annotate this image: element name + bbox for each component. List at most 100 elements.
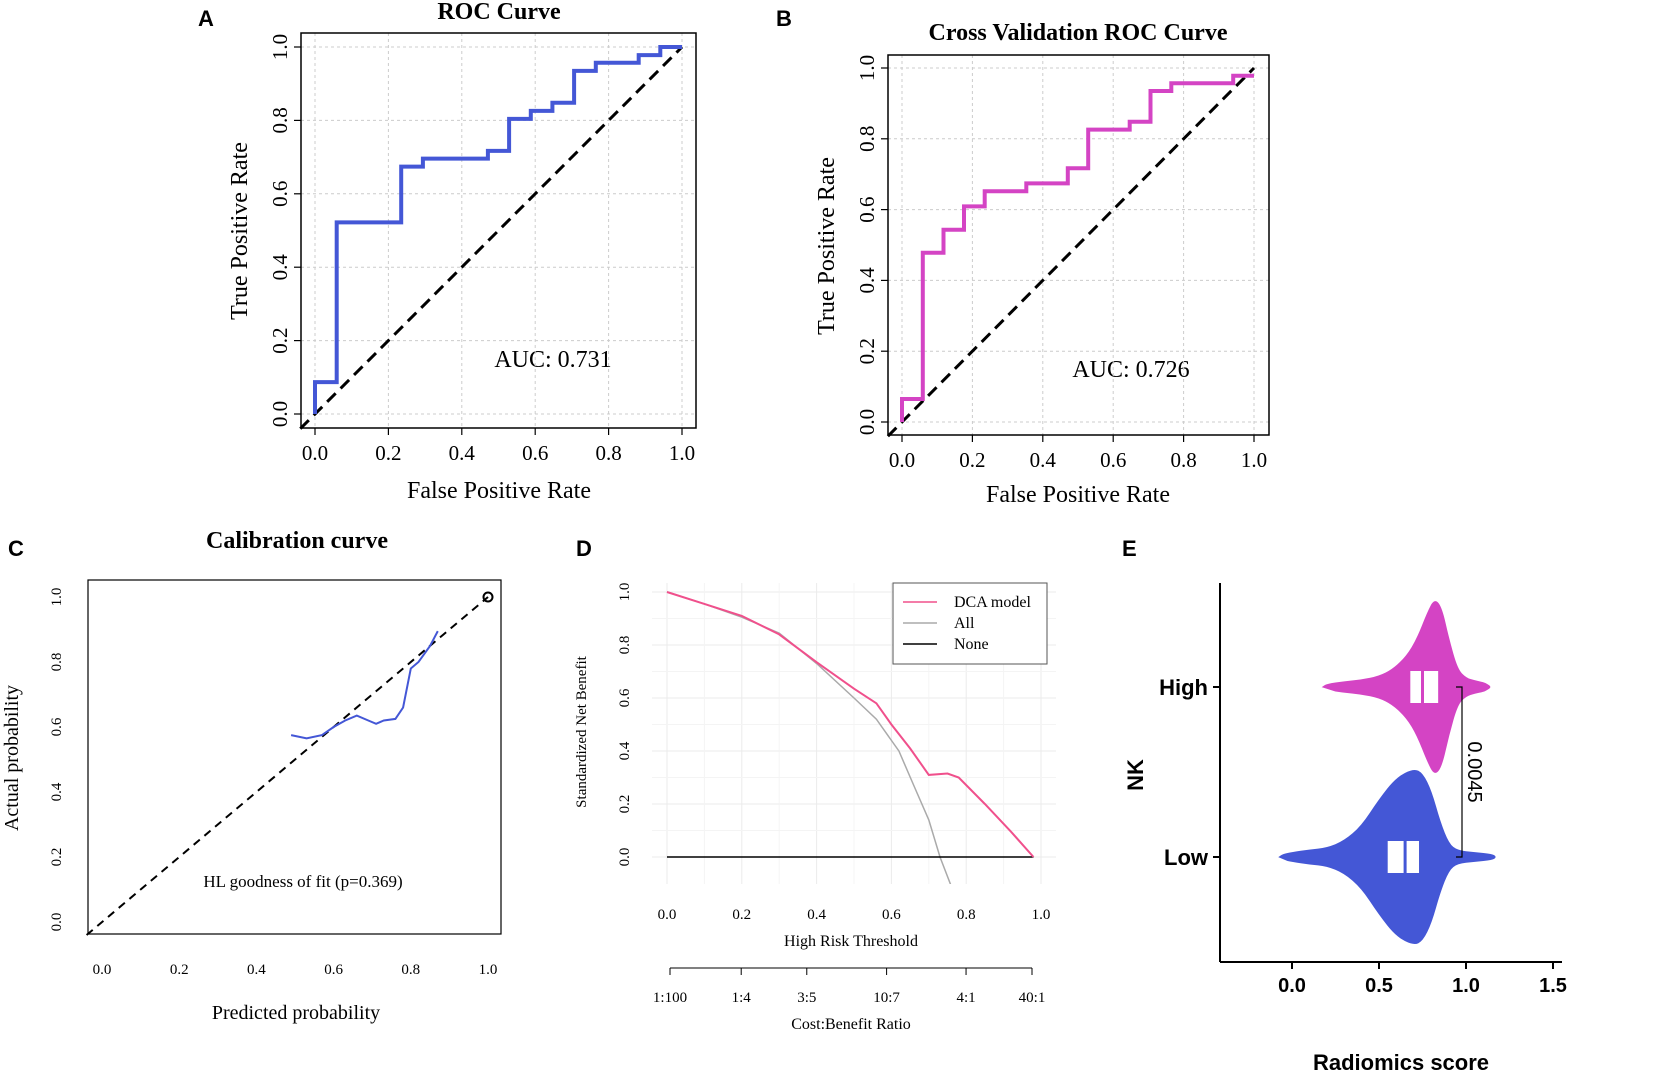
panel-a-diagonal-line — [299, 45, 684, 430]
panel-a-ytick-label: 0.2 — [268, 327, 292, 353]
panel-e-significance-bracket — [1456, 686, 1463, 858]
panel-c: C Calibration curve Predicted probabilit… — [1, 528, 502, 1024]
panel-b-ylabel: True Positive Rate — [814, 157, 840, 335]
panel-c-ytick-label: 0.6 — [49, 717, 65, 736]
panel-d-x2tick-label: 4:1 — [956, 990, 975, 1006]
panel-d-x2tick-label: 1:100 — [653, 990, 687, 1006]
panel-a: A ROC Curve False Positive Rate True Pos… — [198, 0, 697, 504]
panel-d-x2tick-label: 1:4 — [732, 990, 752, 1006]
panel-a-ytick-label: 1.0 — [268, 34, 292, 60]
panel-b-ytick-label: 0.6 — [855, 196, 879, 222]
panel-c-ytick-label: 0.8 — [49, 653, 65, 672]
panel-d-ytick-label: 0.0 — [617, 848, 633, 867]
panel-c-ytick-label: 0.4 — [49, 782, 65, 801]
panel-e-xtick-label: 1.5 — [1539, 975, 1567, 997]
panel-d-legend-item: DCA model — [954, 594, 1031, 611]
panel-d-x2label: Cost:Benefit Ratio — [791, 1016, 911, 1033]
panel-d-xtick-label: 0.6 — [882, 907, 901, 923]
panel-e-xlabel: Radiomics score — [1313, 1050, 1489, 1075]
panel-c-xtick-label: 0.0 — [93, 962, 112, 978]
panel-c-endpoint-marker — [482, 591, 494, 603]
panel-c-ideal-line — [85, 596, 489, 936]
panel-e-iqr-box — [1387, 841, 1420, 873]
panel-d-dca-model-curve — [666, 591, 1035, 858]
panel-b-label: B — [776, 6, 792, 31]
panel-a-frame — [300, 32, 697, 429]
panel-b-xtick-label: 0.4 — [1030, 448, 1057, 472]
panel-b-ytick-label: 0.2 — [855, 338, 879, 364]
panel-b-xlabel: False Positive Rate — [986, 482, 1170, 508]
panel-d-x2tick-label: 10:7 — [873, 990, 900, 1006]
panel-d-ytick-label: 0.6 — [617, 688, 633, 707]
panel-b-ytick-label: 1.0 — [855, 55, 879, 81]
panel-c-xtick-label: 0.4 — [247, 962, 266, 978]
panel-a-xtick-label: 0.8 — [595, 441, 621, 465]
panel-e-ylabel: NK — [1123, 759, 1148, 791]
panel-d-xtick-label: 0.2 — [732, 907, 751, 923]
panel-b-diagonal-line — [886, 66, 1256, 438]
panel-d-xlabel: High Risk Threshold — [784, 933, 918, 950]
panel-b-xtick-label: 0.6 — [1100, 448, 1126, 472]
panel-d-xtick-label: 0.0 — [658, 907, 677, 923]
panel-a-ylabel: True Positive Rate — [227, 142, 253, 320]
panel-b-xtick-label: 0.2 — [959, 448, 985, 472]
panel-d-legend-item: None — [954, 636, 989, 653]
panel-a-xtick-label: 0.4 — [449, 441, 476, 465]
panel-b-xtick-label: 0.0 — [889, 448, 915, 472]
panel-d-x2tick-label: 40:1 — [1019, 990, 1046, 1006]
panel-b-xtick-label: 0.8 — [1170, 448, 1196, 472]
panel-d-x2tick-label: 3:5 — [797, 990, 816, 1006]
panel-b-xtick-label: 1.0 — [1241, 448, 1267, 472]
panel-b-ytick-label: 0.4 — [855, 267, 879, 294]
panel-e-category-label: High — [1159, 675, 1208, 700]
panel-c-xlabel: Predicted probability — [212, 1002, 380, 1024]
panel-a-xlabel: False Positive Rate — [407, 478, 591, 504]
panel-c-title: Calibration curve — [206, 528, 388, 554]
panel-e-xtick-label: 0.0 — [1278, 975, 1306, 997]
panel-e-violin-high — [1321, 601, 1491, 773]
panel-d: D High Risk Threshold Cost:Benefit Ratio… — [574, 536, 1056, 1033]
panel-c-xtick-label: 0.8 — [401, 962, 420, 978]
panel-c-ytick-label: 0.0 — [49, 913, 65, 932]
panel-d-xtick-label: 1.0 — [1032, 907, 1051, 923]
panel-a-xtick-label: 1.0 — [669, 441, 695, 465]
panel-e-label: E — [1122, 536, 1137, 561]
panel-c-frame — [87, 579, 502, 935]
panel-a-ytick-label: 0.0 — [268, 401, 292, 427]
panel-c-xtick-label: 0.6 — [324, 962, 343, 978]
panel-a-xtick-label: 0.2 — [375, 441, 401, 465]
panel-c-ytick-label: 1.0 — [49, 588, 65, 607]
panel-e-p-value: 0.0045 — [1463, 741, 1485, 802]
panel-d-xtick-label: 0.8 — [957, 907, 976, 923]
panel-b-ytick-label: 0.0 — [855, 409, 879, 435]
panel-b-roc-curve — [900, 73, 1254, 422]
panel-c-calibration-curve — [290, 630, 439, 740]
panel-b: B Cross Validation ROC Curve False Posit… — [776, 6, 1270, 508]
panel-c-xtick-label: 1.0 — [479, 962, 498, 978]
panel-c-label: C — [8, 536, 24, 561]
panel-c-xtick-label: 0.2 — [170, 962, 189, 978]
panel-d-ytick-label: 1.0 — [617, 583, 633, 602]
panel-a-roc-curve — [313, 45, 682, 414]
panel-a-auc-annotation: AUC: 0.731 — [494, 347, 611, 373]
panel-e-category-label: Low — [1164, 845, 1209, 870]
panel-d-ytick-label: 0.2 — [617, 795, 633, 814]
panel-b-title: Cross Validation ROC Curve — [929, 20, 1228, 46]
panel-a-label: A — [198, 6, 214, 31]
panel-a-xtick-label: 0.6 — [522, 441, 548, 465]
panel-d-all-curve — [666, 591, 952, 884]
panel-e-xtick-label: 0.5 — [1365, 975, 1393, 997]
panel-d-ytick-label: 0.4 — [617, 741, 633, 760]
panel-d-ytick-label: 0.8 — [617, 636, 633, 655]
panel-e-xtick-label: 1.0 — [1452, 975, 1480, 997]
panel-a-ytick-label: 0.8 — [268, 107, 292, 133]
panel-a-title: ROC Curve — [437, 0, 561, 25]
panel-d-xtick-label: 0.4 — [807, 907, 826, 923]
panel-e-iqr-box — [1410, 671, 1439, 703]
panel-b-ytick-label: 0.8 — [855, 126, 879, 152]
panel-a-ytick-label: 0.4 — [268, 254, 292, 281]
panel-c-hl-annotation: HL goodness of fit (p=0.369) — [203, 872, 402, 891]
panel-b-frame — [887, 54, 1270, 436]
panel-e: E Radiomics score NK 0.0 0.5 1.0 1.5 High Low… — [1122, 536, 1567, 1075]
